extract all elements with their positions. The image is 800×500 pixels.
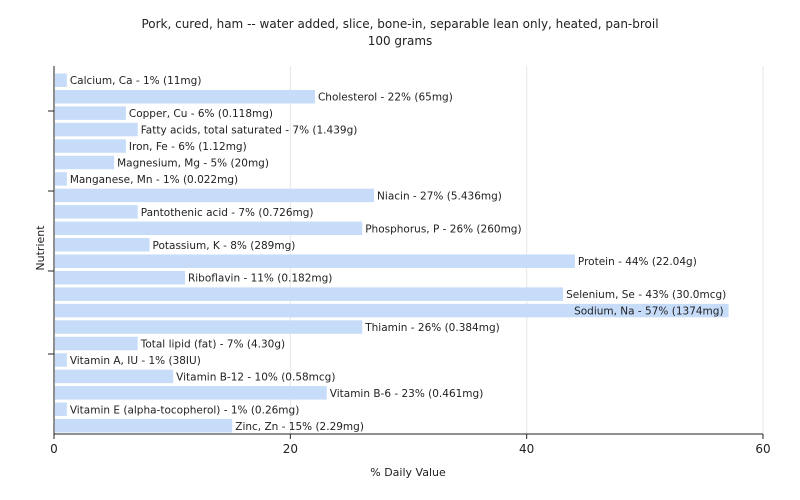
bar-label: Protein - 44% (22.04g) xyxy=(578,256,697,268)
bar-label: Copper, Cu - 6% (0.118mg) xyxy=(129,108,273,120)
bar-label: Potassium, K - 8% (289mg) xyxy=(153,240,296,252)
bar-label: Total lipid (fat) - 7% (4.30g) xyxy=(140,339,285,351)
bar xyxy=(55,139,126,153)
bar-label: Thiamin - 26% (0.384mg) xyxy=(364,322,500,334)
bar-label: Manganese, Mn - 1% (0.022mg) xyxy=(70,174,238,186)
bar-label: Niacin - 27% (5.436mg) xyxy=(377,190,502,202)
bars xyxy=(55,73,729,433)
x-tick-labels: 0 20 40 60 xyxy=(50,442,770,456)
bar-label: Iron, Fe - 6% (1.12mg) xyxy=(129,141,247,153)
bar-label: Pantothenic acid - 7% (0.726mg) xyxy=(141,207,314,219)
x-axis-label: % Daily Value xyxy=(370,466,446,479)
y-axis-label: Nutrient xyxy=(34,225,47,271)
chart-title: Pork, cured, ham -- water added, slice, … xyxy=(141,17,658,31)
bar-label: Phosphorus, P - 26% (260mg) xyxy=(365,223,521,235)
bar xyxy=(55,287,564,301)
bar-label: Vitamin A, IU - 1% (38IU) xyxy=(70,355,201,367)
bar xyxy=(55,336,138,351)
bar xyxy=(55,303,729,318)
bar xyxy=(55,238,150,252)
bar xyxy=(55,172,67,186)
gridlines xyxy=(289,66,764,434)
bar xyxy=(55,188,375,203)
bar xyxy=(55,73,67,87)
x-tick-label: 60 xyxy=(755,442,770,456)
bar xyxy=(55,270,185,285)
bar-label: Cholesterol - 22% (65mg) xyxy=(318,92,453,104)
bar xyxy=(55,106,126,120)
bar-label: Vitamin E (alpha-tocopherol) - 1% (0.26m… xyxy=(70,404,299,416)
bar xyxy=(55,386,327,400)
bar xyxy=(55,122,138,137)
bar-label: Magnesium, Mg - 5% (20mg) xyxy=(117,158,269,170)
bar-label: Sodium, Na - 57% (1374mg) xyxy=(574,306,723,318)
x-tick-label: 0 xyxy=(50,442,58,456)
bar-label: Riboflavin - 11% (0.182mg) xyxy=(188,273,332,285)
bar-label: Fatty acids, total saturated - 7% (1.439… xyxy=(141,125,358,137)
bar xyxy=(55,402,67,417)
bar xyxy=(55,155,115,170)
bar-labels: Calcium, Ca - 1% (11mg) Cholesterol - 22%… xyxy=(70,75,726,433)
x-tick-label: 40 xyxy=(519,442,534,456)
bar xyxy=(55,353,67,367)
axes xyxy=(48,66,764,439)
bar xyxy=(55,205,138,219)
bar-label: Vitamin B-6 - 23% (0.461mg) xyxy=(330,388,484,400)
bar-label: Calcium, Ca - 1% (11mg) xyxy=(70,75,202,87)
bar xyxy=(55,221,363,236)
bar xyxy=(55,419,233,433)
bar xyxy=(55,89,315,104)
bar xyxy=(55,320,363,334)
x-tick-label: 20 xyxy=(283,442,298,456)
chart-subtitle: 100 grams xyxy=(368,34,433,48)
bar-label: Vitamin B-12 - 10% (0.58mcg) xyxy=(176,371,335,383)
bar xyxy=(55,369,174,384)
bar-label: Selenium, Se - 43% (30.0mcg) xyxy=(566,289,726,301)
bar-label: Zinc, Zn - 15% (2.29mg) xyxy=(235,421,364,433)
bar xyxy=(55,254,575,268)
